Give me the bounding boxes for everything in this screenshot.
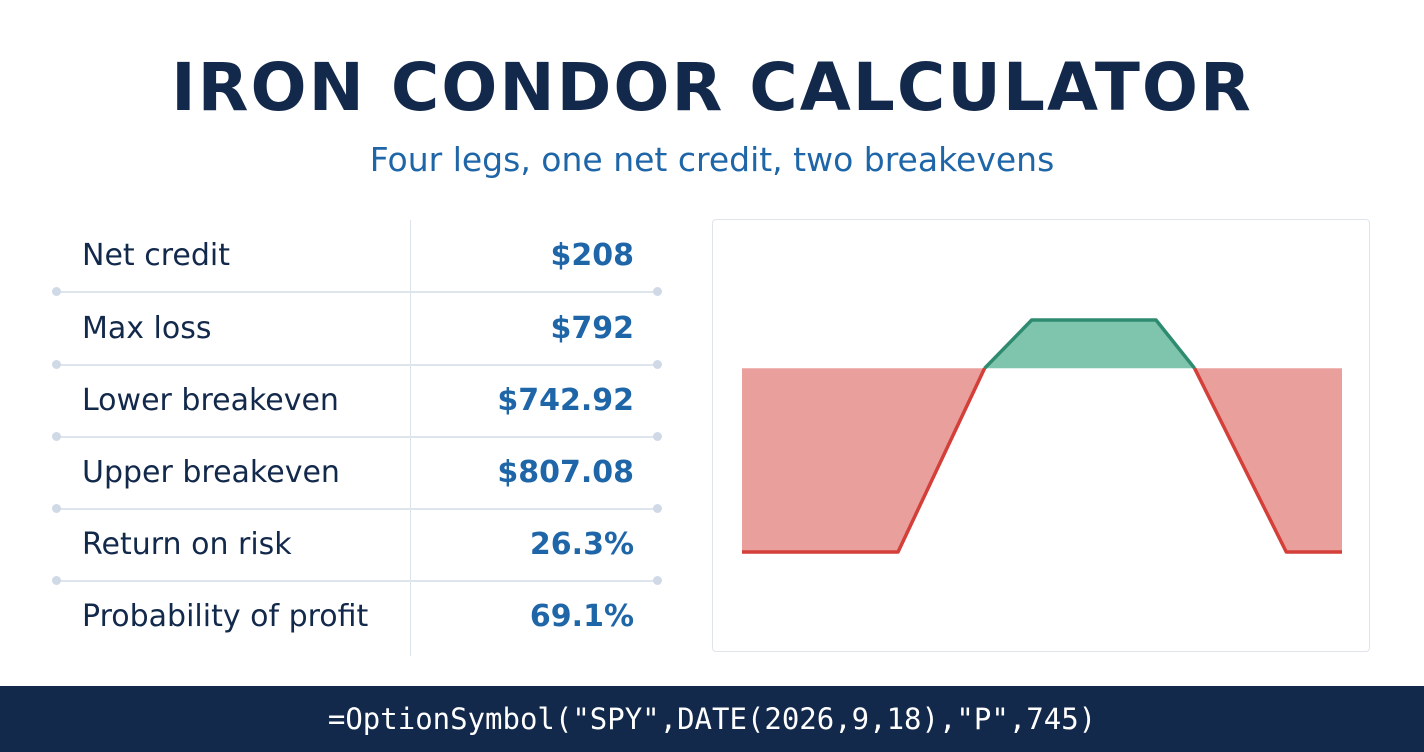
stat-value: 26.3% xyxy=(529,527,634,562)
payoff-chart-svg xyxy=(742,318,1342,554)
page-subtitle: Four legs, one net credit, two breakeven… xyxy=(369,140,1055,179)
divider-dot xyxy=(52,504,61,513)
loss-area-left xyxy=(742,368,985,552)
loss-line-right xyxy=(1193,367,1342,554)
profit-line xyxy=(983,318,1196,370)
formula-bar: =OptionSymbol("SPY",DATE(2026,9,18),"P",… xyxy=(0,686,1424,752)
stat-label: Probability of profit xyxy=(82,599,369,634)
row-divider xyxy=(52,287,662,296)
loss-line-left xyxy=(742,367,987,554)
stat-row-lower-breakeven: Lower breakeven $742.92 xyxy=(56,365,658,437)
stats-table: Net credit $208 Max loss $792 Lower brea… xyxy=(52,220,662,656)
row-divider xyxy=(52,360,662,369)
formula-text: =OptionSymbol("SPY",DATE(2026,9,18),"P",… xyxy=(327,702,1097,736)
divider-dot xyxy=(52,360,61,369)
stat-value: $742.92 xyxy=(497,383,634,418)
stat-label: Upper breakeven xyxy=(82,455,340,490)
page-title: IRON CONDOR CALCULATOR xyxy=(171,49,1253,126)
row-divider xyxy=(52,432,662,441)
column-divider xyxy=(410,220,411,656)
divider-dot xyxy=(653,360,662,369)
divider-dot xyxy=(52,287,61,296)
stat-row-upper-breakeven: Upper breakeven $807.08 xyxy=(56,437,658,509)
stat-row-net-credit: Net credit $208 xyxy=(56,220,658,292)
stat-row-return-on-risk: Return on risk 26.3% xyxy=(56,509,658,581)
row-divider xyxy=(52,576,662,585)
stat-value: $807.08 xyxy=(497,455,634,490)
divider-dot xyxy=(653,432,662,441)
stat-value: $792 xyxy=(550,311,635,346)
stat-label: Max loss xyxy=(82,311,212,346)
stat-value: $208 xyxy=(550,238,635,273)
stat-row-max-loss: Max loss $792 xyxy=(56,293,658,365)
divider-dot xyxy=(653,576,662,585)
divider-dot xyxy=(653,287,662,296)
row-divider xyxy=(52,504,662,513)
payoff-chart xyxy=(712,219,1370,652)
stat-row-probability-of-profit: Probability of profit 69.1% xyxy=(56,581,658,653)
stat-value: 69.1% xyxy=(529,599,634,634)
divider-dot xyxy=(653,504,662,513)
stat-label: Net credit xyxy=(82,238,230,273)
divider-dot xyxy=(52,432,61,441)
divider-dot xyxy=(52,576,61,585)
stat-label: Return on risk xyxy=(82,527,292,562)
stat-label: Lower breakeven xyxy=(82,383,339,418)
loss-area-right xyxy=(1194,368,1342,552)
profit-area xyxy=(984,320,1195,369)
